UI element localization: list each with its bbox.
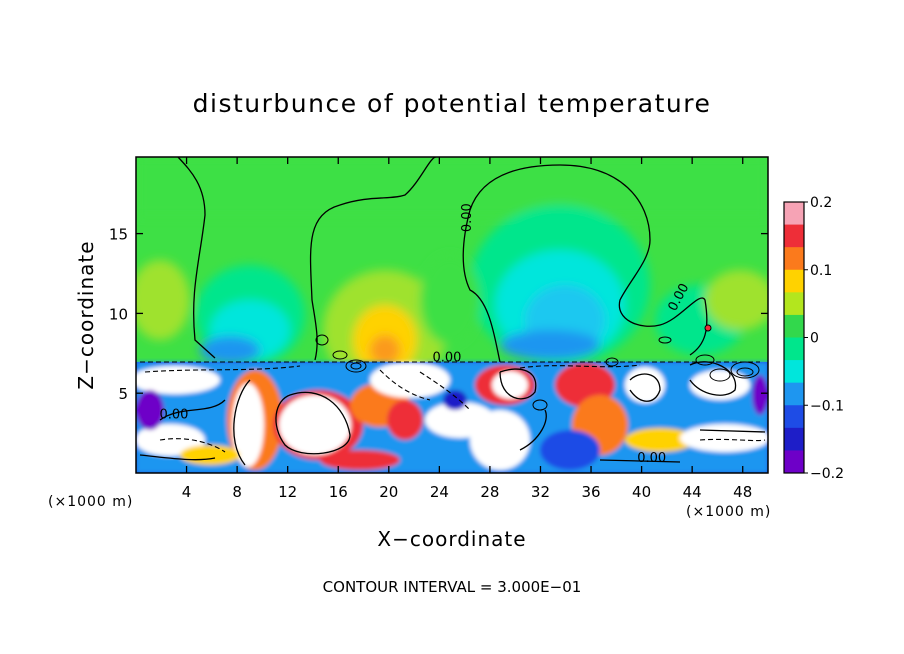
colorbar-ticks: 0.2 0.1 0 −0.1 −0.2	[804, 195, 844, 482]
contour-lines-negative	[140, 361, 766, 453]
colorbar-swatch	[784, 450, 804, 474]
colorbar-tick-label: −0.2	[810, 466, 844, 482]
colorbar	[783, 201, 805, 474]
y-axis-ticks: 5 10 15	[109, 226, 768, 403]
contour-interval-note: CONTOUR INTERVAL = 3.000E−01	[323, 578, 582, 596]
plot-frame	[135, 156, 769, 474]
colorbar-swatch	[784, 337, 804, 361]
x-unit-label: (×1000 m)	[686, 504, 771, 520]
x-tick-label: 44	[683, 483, 702, 501]
x-tick-label: 16	[329, 483, 348, 501]
colorbar-swatch	[784, 247, 804, 271]
colorbar-swatch	[784, 269, 804, 293]
contour-lines	[139, 157, 766, 466]
x-tick-label: 4	[182, 483, 192, 501]
plot-area: 0.000.000.000.000.00	[136, 157, 768, 473]
colorbar-swatch	[784, 427, 804, 451]
x-tick-label: 32	[531, 483, 550, 501]
colorbar-tick-label: 0.1	[810, 263, 832, 279]
contour-cluster	[315, 334, 760, 411]
colorbar-tick-label: −0.1	[810, 398, 844, 414]
colorbar-swatch	[784, 405, 804, 429]
x-axis-ticks: 4 8 12 16 20 24 28 32 36 40 44 48	[182, 157, 752, 501]
x-tick-label: 20	[379, 483, 398, 501]
x-tick-label: 48	[733, 483, 752, 501]
red-spot	[704, 324, 712, 332]
upper-field	[136, 157, 768, 390]
x-tick-label: 24	[430, 483, 449, 501]
y-tick-label: 5	[118, 385, 128, 403]
colorbar-swatch	[784, 224, 804, 248]
y-tick-label: 15	[109, 226, 128, 244]
colorbar-swatch	[784, 202, 804, 226]
colorbar-swatch	[784, 382, 804, 406]
x-axis-label: X−coordinate	[377, 527, 526, 551]
x-tick-label: 8	[232, 483, 242, 501]
x-tick-label: 28	[480, 483, 499, 501]
x-tick-label: 40	[632, 483, 651, 501]
colorbar-swatch	[784, 314, 804, 338]
colorbar-swatch	[784, 292, 804, 316]
x-tick-label: 36	[581, 483, 600, 501]
y-axis-label: Z−coordinate	[74, 240, 98, 389]
y-tick-label: 10	[109, 305, 128, 323]
colorbar-tick-label: 0.2	[810, 195, 832, 211]
colorbar-swatch	[784, 360, 804, 384]
contour-label: 0.00	[432, 350, 461, 365]
contour-label: 0.00	[159, 408, 188, 423]
y-unit-label: (×1000 m)	[48, 494, 133, 510]
contour-label: 0.00	[637, 451, 666, 466]
lower-field	[136, 362, 768, 473]
colorbar-tick-label: 0	[810, 331, 819, 347]
contour-label: 0.00	[460, 203, 475, 232]
chart-title: disturbunce of potential temperature	[193, 89, 712, 118]
x-tick-label: 12	[278, 483, 297, 501]
